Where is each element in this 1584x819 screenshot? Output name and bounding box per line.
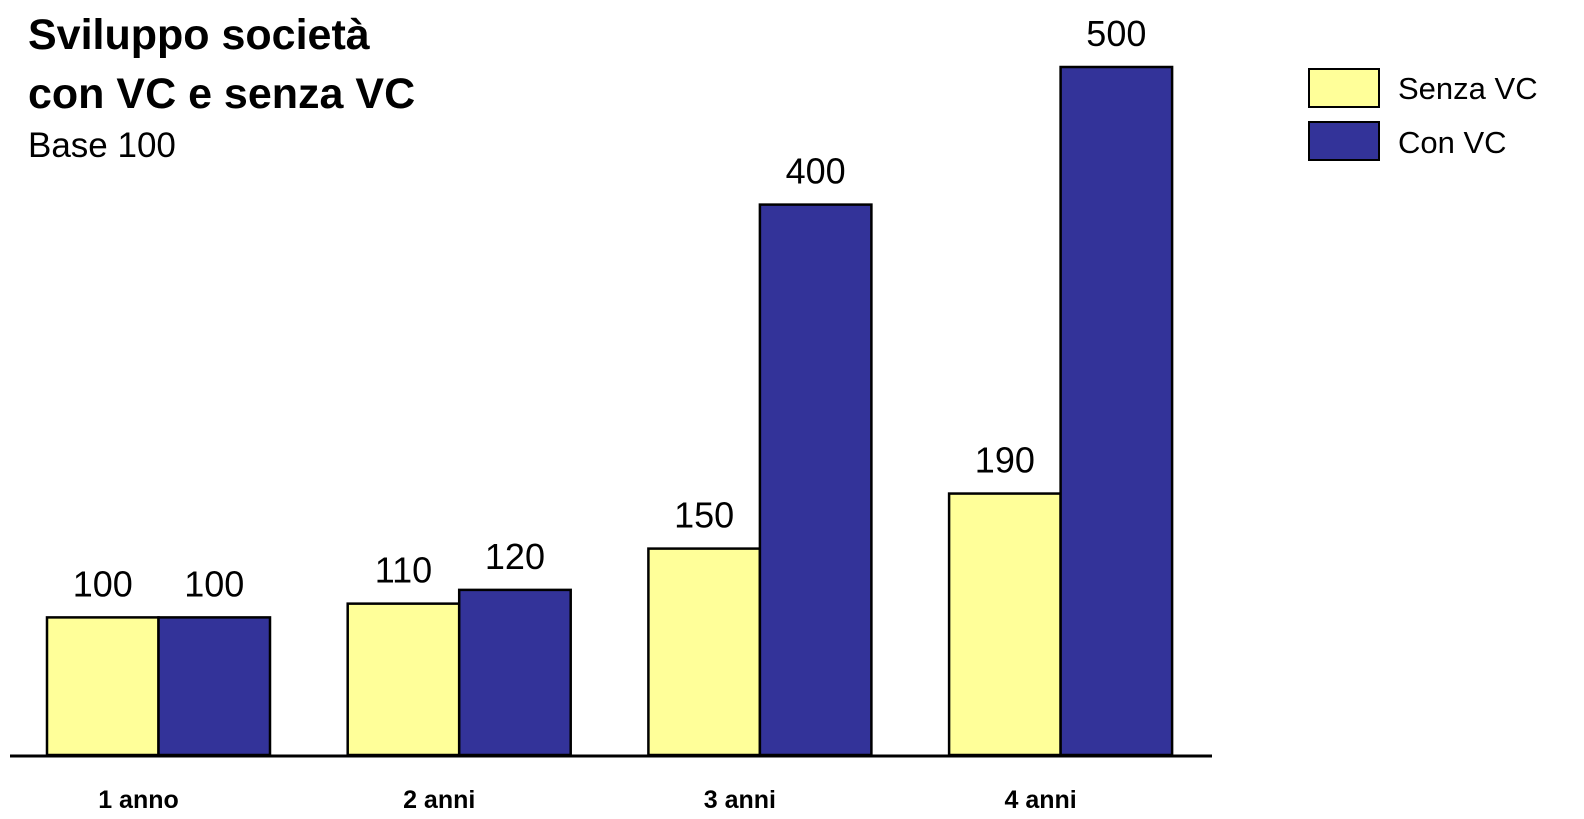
- legend: Senza VC Con VC: [1308, 68, 1538, 161]
- bar-con-vc-2-anni: [457, 588, 572, 757]
- bar-senza-vc-2-anni: [346, 602, 461, 757]
- value-label-con-vc-4-anni: 500: [1086, 13, 1146, 54]
- category-labels-layer: 1 anno 2 anni 3 anni 4 anni: [98, 786, 1077, 814]
- legend-swatch-senza-vc: [1308, 68, 1380, 108]
- value-label-senza-vc-3-anni: 150: [674, 495, 734, 536]
- bar-senza-vc-1-anno: [45, 616, 160, 757]
- value-label-con-vc-3-anni: 400: [786, 151, 846, 192]
- chart-subtitle: Base 100: [28, 126, 176, 165]
- category-label-2-anni: 2 anni: [403, 786, 475, 814]
- bar-con-vc-3-anni: [758, 203, 873, 757]
- bars-layer: [45, 65, 1174, 757]
- value-label-con-vc-2-anni: 120: [485, 536, 545, 577]
- value-label-senza-vc-2-anni: 110: [375, 550, 432, 591]
- category-label-4-anni: 4 anni: [1004, 786, 1076, 814]
- value-label-senza-vc-1-anno: 100: [73, 563, 133, 604]
- value-label-con-vc-1-anno: 100: [184, 563, 244, 604]
- legend-swatch-con-vc: [1308, 121, 1380, 161]
- category-label-3-anni: 3 anni: [704, 786, 776, 814]
- chart-title-line-1: Sviluppo società: [28, 11, 371, 59]
- category-label-1-anno: 1 anno: [98, 786, 179, 814]
- legend-label-senza-vc: Senza VC: [1398, 71, 1538, 106]
- bar-con-vc-4-anni: [1059, 65, 1174, 757]
- legend-label-con-vc: Con VC: [1398, 125, 1507, 160]
- bar-con-vc-1-anno: [157, 616, 272, 757]
- bar-senza-vc-4-anni: [947, 492, 1062, 757]
- bar-senza-vc-3-anni: [647, 547, 762, 757]
- value-label-senza-vc-4-anni: 190: [975, 440, 1035, 481]
- value-labels-layer: 100 100 110 120 150 400 190 500: [73, 13, 1147, 604]
- chart-title-line-2: con VC e senza VC: [28, 70, 415, 118]
